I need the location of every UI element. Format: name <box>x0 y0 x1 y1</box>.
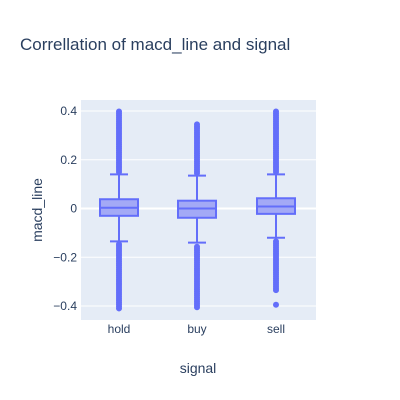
x-tick-label: hold <box>108 322 131 336</box>
outlier-point <box>194 121 200 128</box>
outlier-point <box>273 301 279 308</box>
y-axis-title: macd_line <box>29 178 45 242</box>
y-axis-ticks: 0.4 0.2 0 −0.2 −0.4 <box>53 104 77 313</box>
x-axis-title: signal <box>180 360 217 376</box>
box-hold <box>99 108 139 312</box>
outlier-point <box>273 238 279 245</box>
outlier-point <box>273 108 279 115</box>
box-sell <box>256 108 296 308</box>
y-tick-label: 0.4 <box>60 104 77 118</box>
outlier-point <box>116 108 122 115</box>
y-tick-label: −0.4 <box>53 299 77 313</box>
box-buy <box>177 121 217 311</box>
y-tick-label: 0 <box>70 202 77 216</box>
x-tick-label: sell <box>267 322 285 336</box>
chart-title: Correllation of macd_line and signal <box>20 35 290 54</box>
outlier-point <box>116 241 122 248</box>
box-series <box>99 108 296 312</box>
x-tick-label: buy <box>187 322 206 336</box>
outlier-point <box>194 243 200 250</box>
y-tick-label: −0.2 <box>53 250 77 264</box>
x-axis-ticks: hold buy sell <box>108 322 285 336</box>
y-tick-label: 0.2 <box>60 153 77 167</box>
